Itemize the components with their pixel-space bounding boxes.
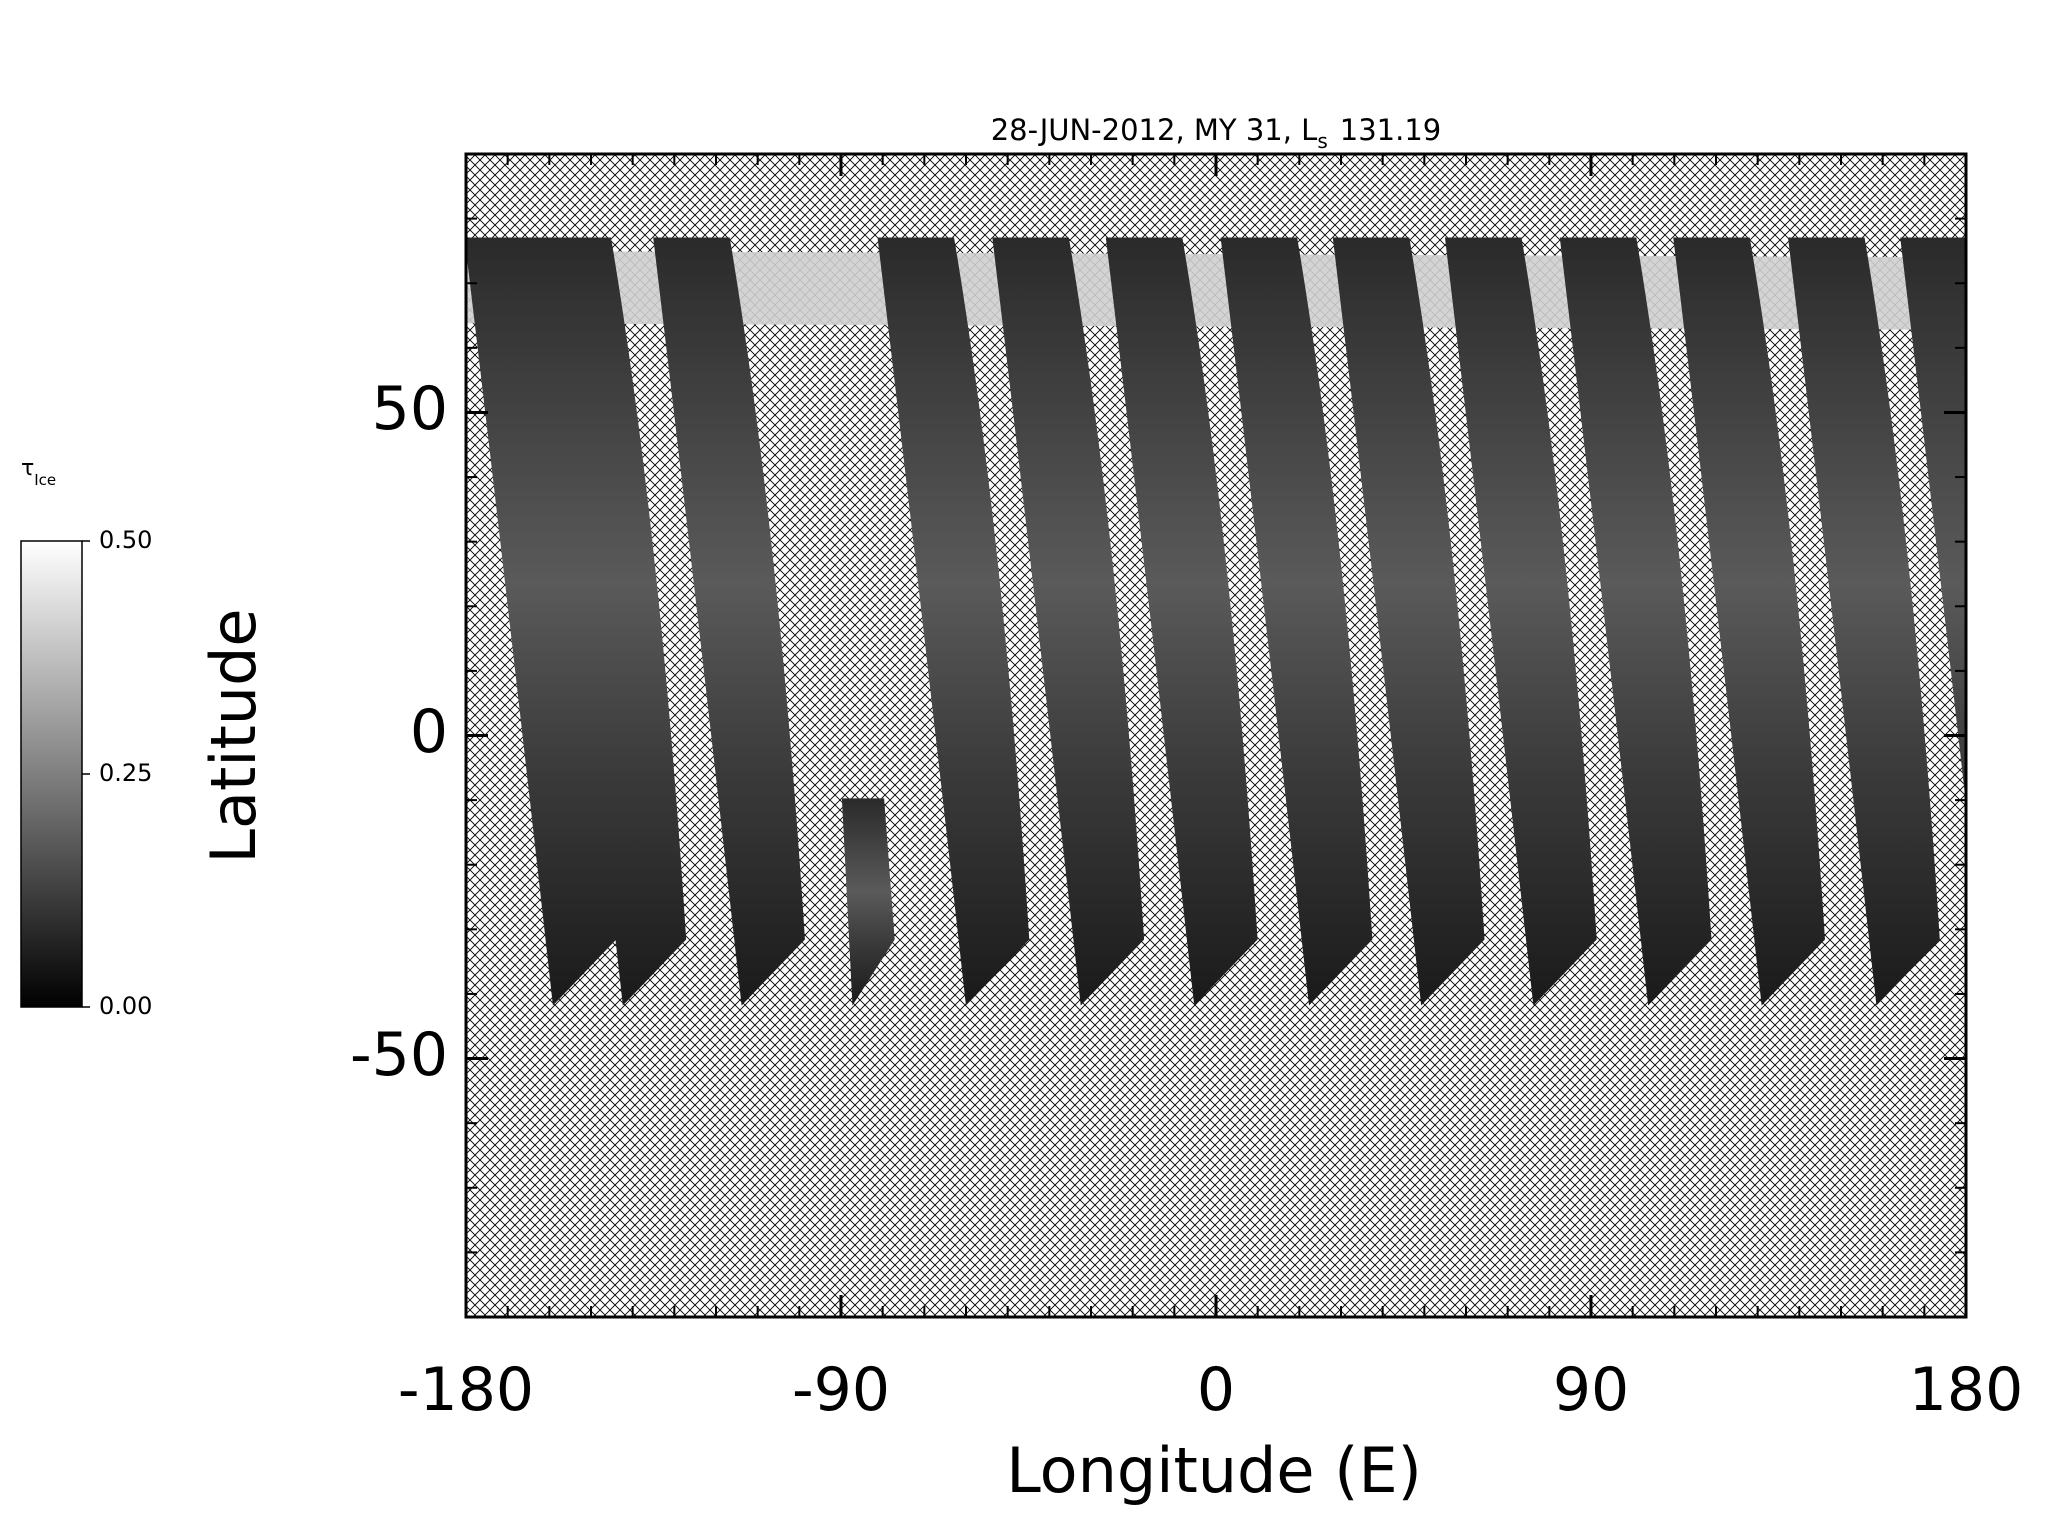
x-axis-label: Longitude (E) [1006,1434,1422,1507]
colorbar-tick-label: 0.50 [99,526,152,554]
swath [1788,237,1940,1006]
colorbar-tick-label: 0.00 [99,992,152,1020]
colorbar-subscript: Ice [34,471,56,489]
title-text: 28-JUN-2012, MY 31, L [991,113,1318,147]
x-tick-label: 90 [1553,1355,1629,1425]
swath [841,798,895,1006]
swath [466,237,617,1006]
swath [1220,237,1373,1006]
swath [534,237,687,1006]
colorbar-symbol: τ [21,456,34,481]
swath [877,237,1030,1006]
swath [1105,237,1258,1006]
y-tick-label: -50 [350,1020,448,1090]
map-area [466,154,1966,1317]
x-tick-label: 180 [1909,1355,2024,1425]
colorbar [20,540,83,1008]
swath [992,237,1145,1006]
swath [1900,237,1966,805]
y-tick-label: 0 [410,697,448,767]
title-suffix: 131.19 [1340,113,1441,147]
x-tick-label: 0 [1197,1355,1235,1425]
swath [653,237,805,1006]
swath [1673,237,1825,1006]
x-tick-label: -90 [792,1355,890,1425]
colorbar-tick-label: 0.25 [99,759,152,787]
colorbar-label: τIce [21,456,56,489]
swath [1444,237,1597,1006]
chart-title: 28-JUN-2012, MY 31, Ls 131.19 [991,113,1442,153]
y-axis-label: Latitude [197,608,270,863]
swath [1332,237,1485,1006]
y-tick-label: 50 [372,374,448,444]
swath [1559,237,1712,1006]
x-tick-label: -180 [398,1355,534,1425]
title-subscript: s [1317,129,1327,153]
